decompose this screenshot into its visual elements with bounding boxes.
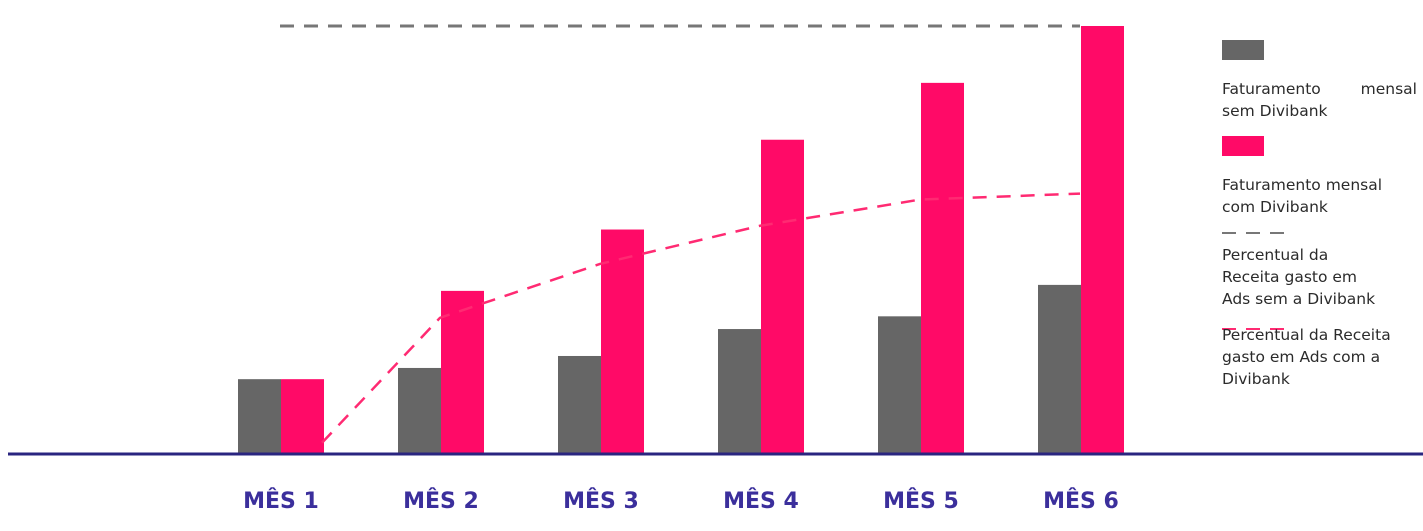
legend: Faturamento mensal sem Divibank Faturame…	[1222, 40, 1422, 390]
lines-group	[280, 24, 1081, 444]
bar-com-divibank-2	[441, 290, 484, 454]
bar-com-divibank-4	[761, 139, 804, 455]
legend-swatch-gray	[1222, 40, 1264, 60]
x-tick-label: MÊS 6	[1043, 488, 1119, 514]
x-tick-label: MÊS 1	[243, 488, 319, 514]
bar-sem-divibank-6	[1038, 284, 1081, 454]
x-tick-label: MÊS 2	[403, 488, 479, 514]
bar-sem-divibank-2	[398, 367, 441, 454]
bar-sem-divibank-4	[718, 329, 761, 454]
bar-com-divibank-1	[281, 379, 324, 454]
bar-sem-divibank-5	[878, 316, 921, 454]
legend-label: Faturamento mensal sem Divibank	[1222, 80, 1417, 120]
bar-com-divibank-3	[601, 229, 644, 454]
bar-sem-divibank-1	[238, 379, 281, 454]
legend-label: Percentual da Receita gasto em Ads com a…	[1222, 326, 1391, 388]
x-tick-label: MÊS 3	[563, 488, 639, 514]
x-tick-labels: MÊS 1 MÊS 2 MÊS 3 MÊS 4 MÊS 5 MÊS 6	[243, 488, 1119, 514]
legend-label: Faturamento mensal com Divibank	[1222, 176, 1383, 216]
bar-com-divibank-6	[1081, 26, 1124, 454]
legend-dash-pink	[1222, 328, 1294, 330]
bar-sem-divibank-3	[558, 355, 601, 454]
x-tick-label: MÊS 5	[883, 488, 959, 514]
legend-item-ads-com-divibank: Percentual da Receita gasto em Ads com a…	[1222, 326, 1422, 390]
legend-label: Percentual da Receita gasto em Ads sem a…	[1222, 246, 1376, 308]
x-tick-label: MÊS 4	[723, 488, 799, 514]
bar-com-divibank-5	[921, 82, 964, 455]
legend-item-sem-divibank: Faturamento mensal sem Divibank	[1222, 40, 1422, 122]
legend-swatch-pink	[1222, 136, 1264, 156]
legend-dash-gray	[1222, 232, 1294, 234]
legend-item-ads-sem-divibank: Percentual da Receita gasto em Ads sem a…	[1222, 232, 1422, 310]
bars-group	[238, 26, 1124, 455]
legend-item-com-divibank: Faturamento mensal com Divibank	[1222, 136, 1422, 218]
